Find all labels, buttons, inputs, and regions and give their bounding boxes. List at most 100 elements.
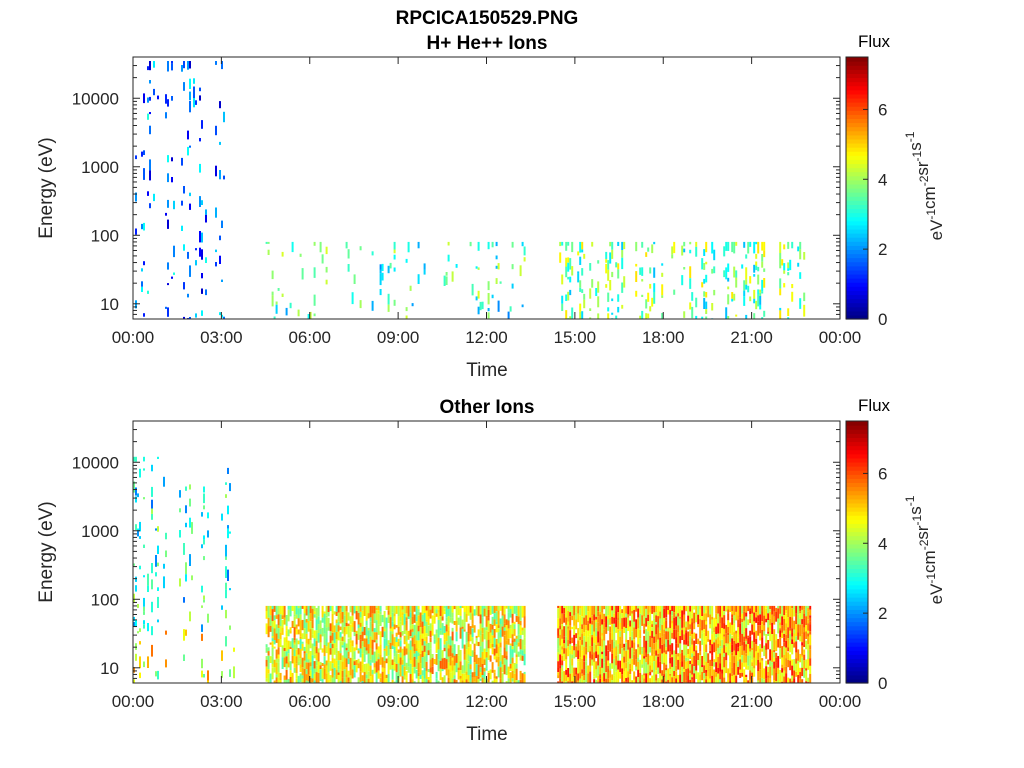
heatmap-cell [613, 641, 616, 648]
heatmap-cell [783, 605, 786, 616]
heatmap-cell [489, 643, 492, 649]
heatmap-cell [711, 666, 714, 676]
colorbar-swatch [846, 204, 868, 210]
heatmap-cell [513, 605, 516, 614]
heatmap-cell [737, 642, 740, 648]
heatmap-cell [665, 670, 668, 673]
x-axis-label: Time [466, 360, 508, 381]
heatmap-cell [135, 456, 137, 462]
heatmap-cell [755, 617, 758, 623]
heatmap-cell [711, 616, 714, 620]
heatmap-cell [789, 654, 792, 661]
heatmap-cell [321, 605, 324, 611]
heatmap-cell [761, 660, 764, 670]
heatmap-cell [341, 645, 344, 648]
heatmap-cell [701, 639, 704, 645]
heatmap-cell [293, 642, 296, 645]
heatmap-cell [469, 664, 472, 670]
heatmap-cell [361, 653, 364, 665]
heatmap-cell [705, 670, 708, 673]
heatmap-cell [735, 667, 738, 676]
heatmap-cell [573, 615, 576, 626]
heatmap-cell [733, 605, 736, 616]
heatmap-cell [785, 623, 788, 629]
heatmap-cell [387, 304, 390, 312]
heatmap-cell [203, 595, 205, 600]
heatmap-cell [491, 662, 494, 670]
heatmap-cell [671, 643, 674, 655]
heatmap-cell [445, 641, 448, 652]
heatmap-cell [319, 661, 322, 666]
heatmap-cell [631, 610, 634, 614]
heatmap-cell [735, 241, 738, 246]
heatmap-cell [751, 624, 754, 635]
heatmap-cell [597, 675, 600, 682]
heatmap-cell [447, 608, 450, 617]
heatmap-cell [429, 630, 432, 638]
heatmap-cell [309, 651, 312, 663]
heatmap-cell [179, 508, 181, 513]
y-axis-label: Energy (eV) [36, 501, 57, 602]
heatmap-cell [583, 675, 586, 680]
heatmap-cell [587, 673, 590, 683]
heatmap-cell [727, 263, 730, 272]
heatmap-cell [627, 649, 630, 662]
heatmap-cell [595, 651, 598, 659]
heatmap-cell [133, 593, 135, 603]
heatmap-cell [573, 681, 576, 683]
heatmap-cell [387, 293, 390, 305]
heatmap-cell [375, 624, 378, 633]
heatmap-cell [727, 620, 730, 627]
heatmap-cell [767, 640, 770, 650]
heatmap-cell [167, 61, 169, 72]
heatmap-cell [757, 294, 760, 307]
heatmap-cell [445, 272, 448, 276]
heatmap-cell [787, 272, 790, 276]
heatmap-cell [361, 681, 364, 683]
heatmap-cell [679, 608, 682, 614]
heatmap-cell [779, 637, 782, 649]
heatmap-cell [467, 633, 470, 642]
heatmap-cell [709, 650, 712, 654]
heatmap-cell [619, 605, 622, 610]
heatmap-cell [353, 672, 356, 678]
heatmap-cell [767, 605, 770, 614]
heatmap-cell [497, 646, 500, 657]
heatmap-cell [645, 605, 648, 609]
heatmap-cell [357, 624, 360, 628]
heatmap-cell [665, 628, 668, 632]
heatmap-cell [135, 228, 137, 235]
colorbar-swatch [846, 490, 868, 496]
heatmap-cell [755, 605, 758, 613]
colorbar-swatch [846, 65, 868, 70]
heatmap-cell [569, 276, 572, 283]
heatmap-cell [679, 616, 682, 619]
heatmap-cell [727, 294, 730, 305]
heatmap-cell [399, 605, 402, 617]
colorbar-tick-label: 6 [878, 100, 887, 119]
heatmap-cell [299, 673, 302, 683]
heatmap-cell [597, 631, 600, 643]
heatmap-cell [343, 636, 346, 643]
heatmap-cell [489, 623, 492, 633]
heatmap-cell [559, 665, 562, 669]
heatmap-cell [471, 677, 474, 683]
heatmap-cell [173, 245, 175, 258]
heatmap-cell [359, 661, 362, 672]
heatmap-cell [579, 303, 582, 312]
heatmap-cell [561, 629, 564, 639]
heatmap-cell [613, 658, 616, 670]
heatmap-cell [769, 609, 772, 612]
heatmap-cell [447, 644, 450, 649]
heatmap-cell [305, 619, 308, 623]
heatmap-cell [777, 623, 780, 634]
heatmap-cell [349, 631, 352, 637]
heatmap-cell [521, 639, 524, 651]
heatmap-cell [719, 605, 722, 617]
heatmap-cell [451, 660, 454, 671]
heatmap-cell [423, 613, 426, 624]
heatmap-cell [735, 280, 738, 288]
heatmap-cell [201, 120, 203, 129]
heatmap-cell [449, 605, 452, 618]
heatmap-cell [157, 526, 159, 532]
